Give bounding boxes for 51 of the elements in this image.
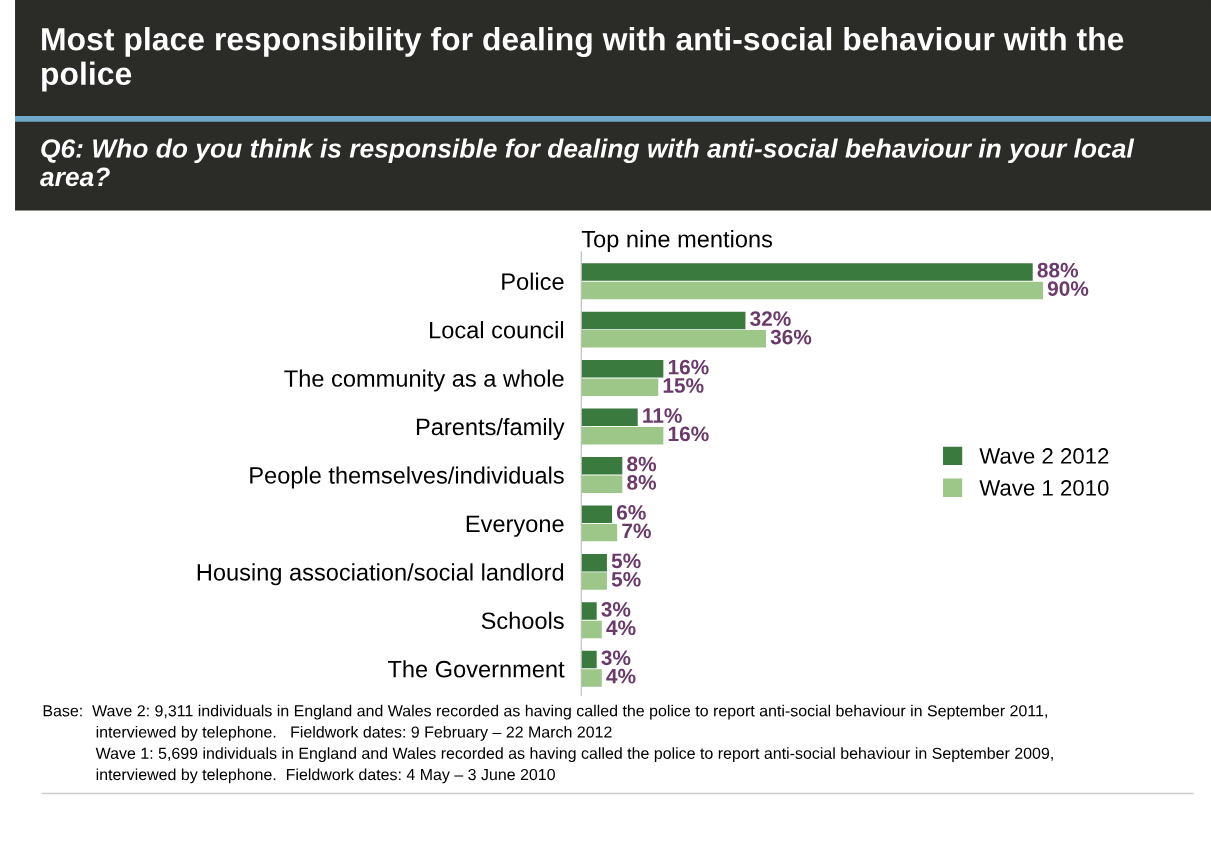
y-tick-label: Schools xyxy=(481,611,564,630)
data-label: 8% xyxy=(627,475,657,490)
y-tick-label: Local council xyxy=(430,321,564,339)
data-label: 36% xyxy=(770,329,812,345)
bar xyxy=(581,602,597,620)
data-label: 4% xyxy=(606,620,636,636)
bar xyxy=(581,620,602,639)
bar xyxy=(581,475,623,493)
data-label: 88% xyxy=(1037,262,1079,278)
bar xyxy=(581,426,664,445)
bar xyxy=(581,505,613,523)
y-tick-label: The community as a whole xyxy=(284,369,564,392)
data-label: 5% xyxy=(611,553,641,569)
bar xyxy=(581,408,638,427)
bar xyxy=(581,669,602,687)
bar xyxy=(581,378,659,397)
bar xyxy=(581,360,664,378)
y-tick-label: Police xyxy=(502,272,564,290)
data-label: 16% xyxy=(668,359,709,375)
legend-label: Wave 1 2010 xyxy=(979,480,1109,496)
bar xyxy=(581,281,1043,300)
data-label: 5% xyxy=(611,571,641,587)
text: Base: Wave 2: 9,311 individuals in England and Wales recorded as having called the police to report anti-social behaviour in September 2011, interviewed by telephone. Fieldwork dates: 9 February – 22 March 2012 Wave 1: 5,699 individuals in England and Wales recorded as having called the police to report anti-social behaviour in September 2009, interviewed by telephone. Fieldwork dates: 4 May – 3 June 2010 xyxy=(43,704,1053,784)
y-tick-label: Everyone xyxy=(466,515,564,537)
y-tick-label: The Government xyxy=(387,660,565,678)
data-label: 32% xyxy=(750,311,791,327)
data-label: 7% xyxy=(622,523,651,539)
bar xyxy=(581,263,1033,281)
bar xyxy=(581,553,607,572)
bar xyxy=(581,523,618,542)
bar xyxy=(581,311,746,330)
data-label: 16% xyxy=(668,426,709,442)
data-label: 90% xyxy=(1047,281,1089,296)
bar xyxy=(581,457,623,475)
chart-subtitle: Q6: Who do you think is responsible for dealing with anti-social behaviour in your local area? xyxy=(40,138,1135,187)
data-label: 8% xyxy=(627,456,657,472)
data-label: 11% xyxy=(643,408,682,423)
bar xyxy=(581,572,607,590)
bar xyxy=(581,650,597,669)
data-label: 6% xyxy=(616,505,646,520)
annotation: Top nine mentions xyxy=(581,230,773,253)
legend-label: Wave 2 2012 xyxy=(979,448,1109,464)
data-label: 4% xyxy=(606,668,636,684)
data-label: 15% xyxy=(663,378,704,393)
chart-title: Most place responsibility for dealing with anti-social behaviour with the police xyxy=(42,27,1124,92)
y-tick-label: People themselves/individuals xyxy=(250,466,564,489)
data-label: 3% xyxy=(601,601,631,617)
bar xyxy=(581,330,766,348)
data-label: 3% xyxy=(601,650,631,666)
y-tick-label: Parents/family xyxy=(416,417,565,440)
y-tick-label: Housing association/social landlord xyxy=(197,563,564,586)
